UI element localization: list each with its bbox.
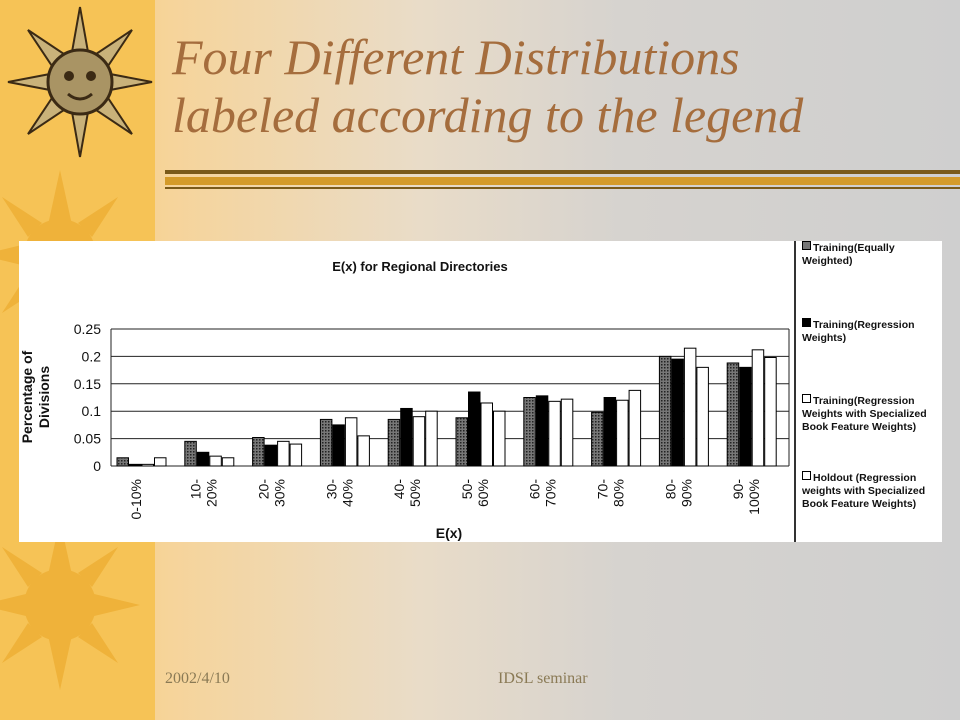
bar	[412, 416, 426, 467]
y-tick-label: 0.2	[82, 348, 102, 364]
legend-swatch-dotted	[802, 241, 811, 250]
x-tick-label: 90%	[678, 479, 694, 507]
x-tick-label: 60%	[475, 479, 491, 507]
bar	[628, 389, 642, 467]
bar	[221, 457, 235, 467]
x-tick-label: 40-	[391, 479, 407, 500]
bar-chart: E(x) for Regional Directories Percentage…	[19, 259, 790, 541]
legend-swatch-hollow	[802, 471, 811, 480]
bar	[154, 457, 167, 467]
x-tick-label: 60-	[527, 479, 543, 500]
bar	[523, 397, 536, 467]
legend-item: Training(Equally Weighted)	[802, 241, 942, 268]
footer-date: 2002/4/10	[165, 670, 230, 687]
legend-label: Training(Equally Weighted)	[802, 242, 895, 267]
bar	[116, 457, 129, 467]
bar	[196, 451, 210, 467]
bar	[264, 444, 278, 467]
x-tick-label: 70-	[595, 479, 611, 500]
bar	[764, 356, 777, 467]
bar	[387, 418, 401, 467]
bar	[658, 355, 672, 467]
bar	[289, 443, 303, 467]
bar	[751, 349, 765, 467]
y-tick-label: 0.15	[74, 376, 101, 392]
sun-face-icon	[7, 6, 153, 158]
footer-center-text: IDSL seminar	[498, 670, 588, 687]
bar	[332, 424, 345, 467]
bar	[400, 407, 413, 467]
x-tick-label: 80-	[662, 479, 678, 500]
bar	[141, 463, 154, 467]
bar	[683, 347, 697, 467]
x-tick-label: 90-	[730, 479, 746, 500]
legend-swatch-hollow	[802, 394, 811, 403]
bar	[209, 455, 222, 467]
x-axis-label: E(x)	[436, 525, 462, 541]
chart-title: E(x) for Regional Directories	[332, 259, 508, 274]
bar	[319, 418, 333, 467]
bar	[739, 366, 752, 467]
slide-title-line-1: Four Different Distributions	[172, 29, 740, 85]
bar	[480, 402, 493, 467]
x-tick-label: 20%	[204, 479, 220, 507]
x-tick-label: 50-	[459, 479, 475, 500]
bar	[591, 411, 604, 467]
legend-label: Training(Regression Weights with Special…	[802, 395, 927, 433]
title-divider	[165, 187, 960, 189]
bar	[184, 440, 197, 467]
bar	[468, 391, 481, 467]
x-tick-label: 30-	[323, 479, 339, 500]
x-tick-label: 40%	[339, 479, 355, 507]
x-tick-label: 50%	[407, 479, 423, 507]
y-tick-label: 0.05	[74, 431, 101, 447]
bar	[277, 440, 290, 467]
legend-swatch-solid	[802, 318, 811, 327]
x-tick-label: 30%	[272, 479, 288, 507]
bar	[129, 463, 142, 467]
chart-panel: E(x) for Regional Directories Percentage…	[19, 241, 942, 542]
legend-label: Holdout (Regression weights with Special…	[802, 472, 926, 510]
bar	[560, 398, 574, 467]
bar	[548, 400, 561, 467]
bar	[696, 366, 709, 467]
chart-legend: Training(Equally Weighted) Training(Regr…	[794, 241, 944, 542]
bar	[357, 435, 370, 467]
bar	[616, 399, 629, 467]
bar	[455, 417, 468, 467]
slide-title-line-2: labeled according to the legend	[172, 87, 804, 143]
bar	[425, 410, 438, 467]
bar	[344, 417, 358, 467]
slide-title: Four Different Distributions labeled acc…	[172, 28, 952, 144]
bar	[252, 437, 265, 467]
bar	[726, 362, 740, 467]
sun-icon	[0, 520, 140, 690]
title-divider	[165, 170, 960, 174]
bar	[603, 397, 617, 467]
legend-item: Training(Regression Weights)	[802, 318, 942, 345]
y-axis-label-line-1: Percentage of	[19, 350, 35, 443]
legend-item: Holdout (Regression weights with Special…	[802, 471, 942, 511]
bar	[671, 358, 684, 467]
title-divider	[165, 177, 960, 185]
x-tick-label: 70%	[543, 479, 559, 507]
y-tick-label: 0	[93, 458, 101, 474]
y-axis-label-line-2: Divisions	[36, 366, 52, 428]
y-tick-label: 0.25	[74, 321, 101, 337]
x-tick-label: 100%	[746, 479, 762, 515]
bar	[535, 395, 549, 467]
legend-item: Training(Regression Weights with Special…	[802, 394, 942, 434]
y-tick-label: 0.1	[82, 403, 102, 419]
x-tick-label: 20-	[256, 479, 272, 500]
x-tick-label: 10-	[188, 479, 204, 500]
x-tick-label: 80%	[611, 479, 627, 507]
legend-label: Training(Regression Weights)	[802, 319, 915, 344]
bar	[493, 410, 506, 467]
x-tick-label: 0-10%	[128, 479, 144, 519]
